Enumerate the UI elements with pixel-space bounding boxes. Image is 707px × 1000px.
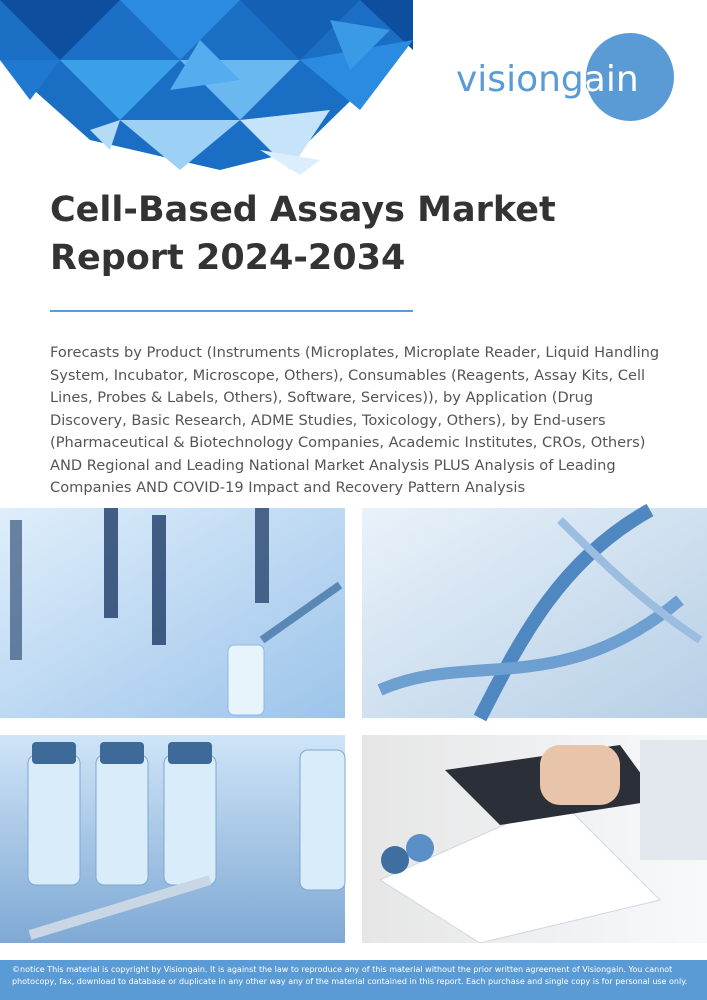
photo-tablet [362,735,707,944]
mosaic [0,0,413,175]
photo-dna [362,503,707,722]
footer [0,960,707,1000]
copyright-notice: ©notice This material is copyright by Vi… [12,965,688,986]
subtitle: Forecasts by Product (Instruments (Micro… [50,344,660,496]
photo-chromosomes [0,508,345,718]
title: Cell-Based Assays Market Report 2024-203… [50,190,556,278]
photo-vials [0,735,346,943]
title-rule [50,310,413,312]
logo: visiongain [456,59,639,100]
logo-circle [586,33,674,121]
logo-overlay: visiongain [456,59,639,100]
